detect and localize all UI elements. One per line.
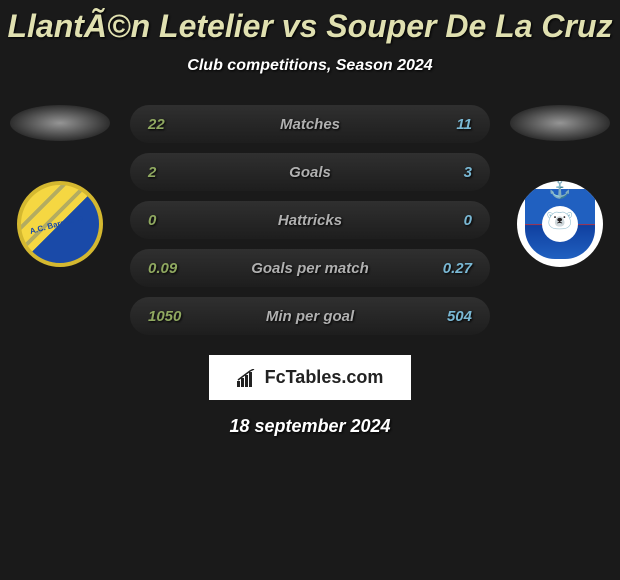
subtitle: Club competitions, Season 2024: [0, 57, 620, 75]
stat-label: Min per goal: [198, 308, 422, 325]
stat-row-hattricks: 0 Hattricks 0: [130, 201, 490, 239]
stat-left-value: 0.09: [148, 260, 198, 277]
stat-label: Goals per match: [198, 260, 422, 277]
chart-icon: [237, 369, 259, 387]
player-placeholder-left: [10, 105, 110, 141]
stat-left-value: 0: [148, 212, 198, 229]
stat-row-matches: 22 Matches 11: [130, 105, 490, 143]
stat-left-value: 2: [148, 164, 198, 181]
stat-row-goals: 2 Goals 3: [130, 153, 490, 191]
main-container: LlantÃ©n Letelier vs Souper De La Cruz C…: [0, 0, 620, 437]
badge-right-shield: [525, 189, 595, 259]
date-text: 18 september 2024: [229, 416, 390, 437]
brand-box[interactable]: FcTables.com: [209, 355, 412, 400]
stat-label: Hattricks: [198, 212, 422, 229]
stat-right-value: 504: [422, 308, 472, 325]
stat-row-mpg: 1050 Min per goal 504: [130, 297, 490, 335]
stats-column: 22 Matches 11 2 Goals 3 0 Hattricks 0 0.…: [130, 105, 490, 335]
player-placeholder-right: [510, 105, 610, 141]
brand-text: FcTables.com: [265, 367, 384, 388]
stat-label: Goals: [198, 164, 422, 181]
footer: FcTables.com 18 september 2024: [0, 355, 620, 437]
player-left: A.C. Barneche: [10, 105, 110, 267]
player-right: [510, 105, 610, 267]
club-badge-right: [517, 181, 603, 267]
stat-right-value: 11: [422, 116, 472, 133]
stat-label: Matches: [198, 116, 422, 133]
content-row: A.C. Barneche 22 Matches 11 2 Goals 3 0 …: [0, 105, 620, 335]
stat-right-value: 3: [422, 164, 472, 181]
badge-left-text: A.C. Barneche: [29, 213, 84, 236]
club-badge-left: A.C. Barneche: [17, 181, 103, 267]
stat-left-value: 22: [148, 116, 198, 133]
stat-right-value: 0: [422, 212, 472, 229]
stat-row-gpm: 0.09 Goals per match 0.27: [130, 249, 490, 287]
stat-right-value: 0.27: [422, 260, 472, 277]
badge-bear-icon: [542, 206, 578, 242]
stat-left-value: 1050: [148, 308, 198, 325]
page-title: LlantÃ©n Letelier vs Souper De La Cruz: [0, 8, 620, 45]
